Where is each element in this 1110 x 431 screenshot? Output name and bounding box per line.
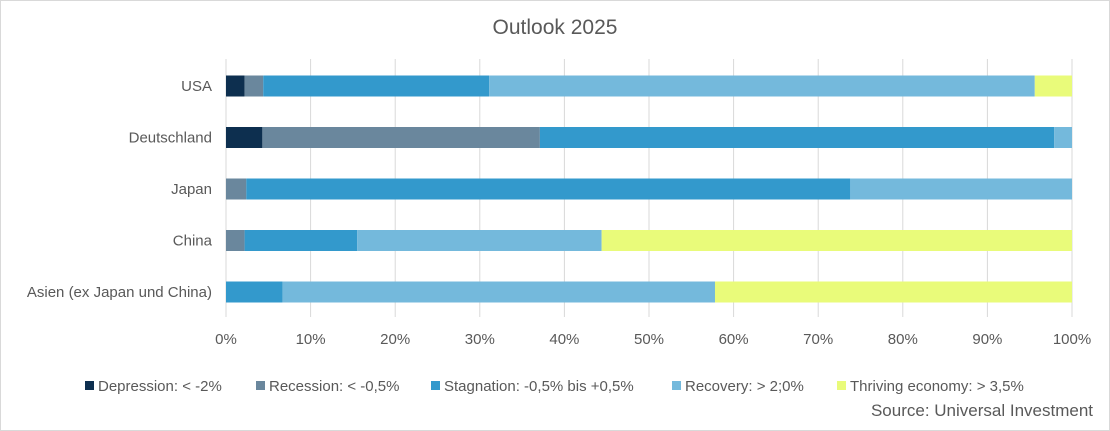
bar-segment xyxy=(357,230,602,251)
x-tick-label: 60% xyxy=(719,331,749,348)
x-tick-label: 40% xyxy=(549,331,579,348)
legend-swatch xyxy=(85,381,94,390)
bar-segment xyxy=(714,281,1072,303)
bar-series xyxy=(226,75,1072,303)
bar-segment xyxy=(246,178,851,200)
legend-label: Thriving economy: > 3,5% xyxy=(850,378,1024,395)
legend-label: Recovery: > 2;0% xyxy=(685,378,804,395)
bar-segment xyxy=(226,178,247,200)
category-label: USA xyxy=(181,78,212,95)
bar-segment xyxy=(226,230,245,251)
bar-segment xyxy=(244,75,264,97)
bar-segment xyxy=(850,178,1072,200)
x-tick-label: 30% xyxy=(465,331,495,348)
legend-swatch xyxy=(256,381,265,390)
bar-segment xyxy=(262,127,540,148)
legend-label: Recession: < -0,5% xyxy=(269,378,399,395)
category-label: Asien (ex Japan und China) xyxy=(27,284,212,301)
x-tick-label: 90% xyxy=(972,331,1002,348)
bar-segment xyxy=(1034,75,1072,97)
x-tick-label: 100% xyxy=(1053,331,1091,348)
legend-label: Depression: < -2% xyxy=(98,378,222,395)
source-note: Source: Universal Investment xyxy=(870,401,1093,420)
legend-swatch xyxy=(431,381,440,390)
bar-segment xyxy=(226,281,283,303)
category-label: Japan xyxy=(171,181,212,198)
bar-segment xyxy=(282,281,715,303)
x-tick-label: 70% xyxy=(803,331,833,348)
bar-segment xyxy=(226,75,245,97)
bar-segment xyxy=(489,75,1035,97)
bar-segment xyxy=(1054,127,1072,148)
legend-label: Stagnation: -0,5% bis +0,5% xyxy=(444,378,634,395)
bar-segment xyxy=(539,127,1055,148)
bar-segment xyxy=(263,75,490,97)
category-label: China xyxy=(173,233,213,250)
category-label: Deutschland xyxy=(129,130,212,147)
bar-segment xyxy=(244,230,358,251)
category-labels: USA Deutschland Japan China Asien (ex Japan … xyxy=(27,78,213,301)
x-tick-label: 80% xyxy=(888,331,918,348)
bar-segment xyxy=(601,230,1072,251)
chart-title: Outlook 2025 xyxy=(493,16,618,39)
legend: Depression: < -2% Recession: < -0,5% Stagn… xyxy=(85,378,1024,395)
x-tick-label: 50% xyxy=(634,331,664,348)
x-tick-label: 0% xyxy=(215,331,237,348)
x-axis-tick-labels: 0% 10% 20% 30% 40% 50% 60% 70% 80% 90% 100% xyxy=(215,331,1091,348)
bar-segment xyxy=(226,127,263,148)
legend-swatch xyxy=(837,381,846,390)
legend-swatch xyxy=(672,381,681,390)
x-tick-label: 10% xyxy=(296,331,326,348)
x-tick-label: 20% xyxy=(380,331,410,348)
